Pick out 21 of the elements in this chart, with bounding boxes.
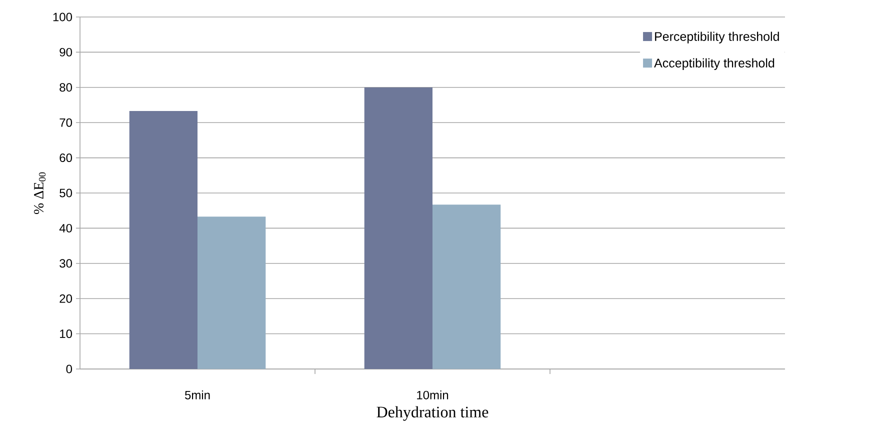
x-tick-label: 5min (184, 390, 210, 400)
bar (198, 216, 266, 369)
x-axis-title: Dehydration time (376, 406, 488, 421)
y-tick-label: 60 (60, 154, 72, 162)
y-tick-label: 20 (60, 294, 72, 303)
y-axis-title: % ΔE$_{00}$ (34, 172, 46, 214)
y-tick-label: 90 (60, 48, 72, 56)
y-tick-label: 10 (60, 330, 72, 338)
legend-label: Acceptibility threshold (654, 58, 774, 70)
bar (129, 110, 198, 369)
y-tick-label: 0 (66, 364, 72, 374)
bar (432, 204, 501, 369)
y-tick-label: 100 (53, 12, 72, 22)
y-tick-label: 50 (60, 188, 72, 198)
y-tick-label: 40 (59, 224, 72, 232)
bar (364, 87, 433, 369)
y-tick-label: 70 (60, 118, 72, 127)
x-tick-label: 10min (417, 390, 448, 400)
legend-label: Perceptibility threshold (655, 32, 779, 44)
y-tick-label: 30 (60, 259, 72, 268)
y-tick-label: 80 (60, 83, 72, 92)
